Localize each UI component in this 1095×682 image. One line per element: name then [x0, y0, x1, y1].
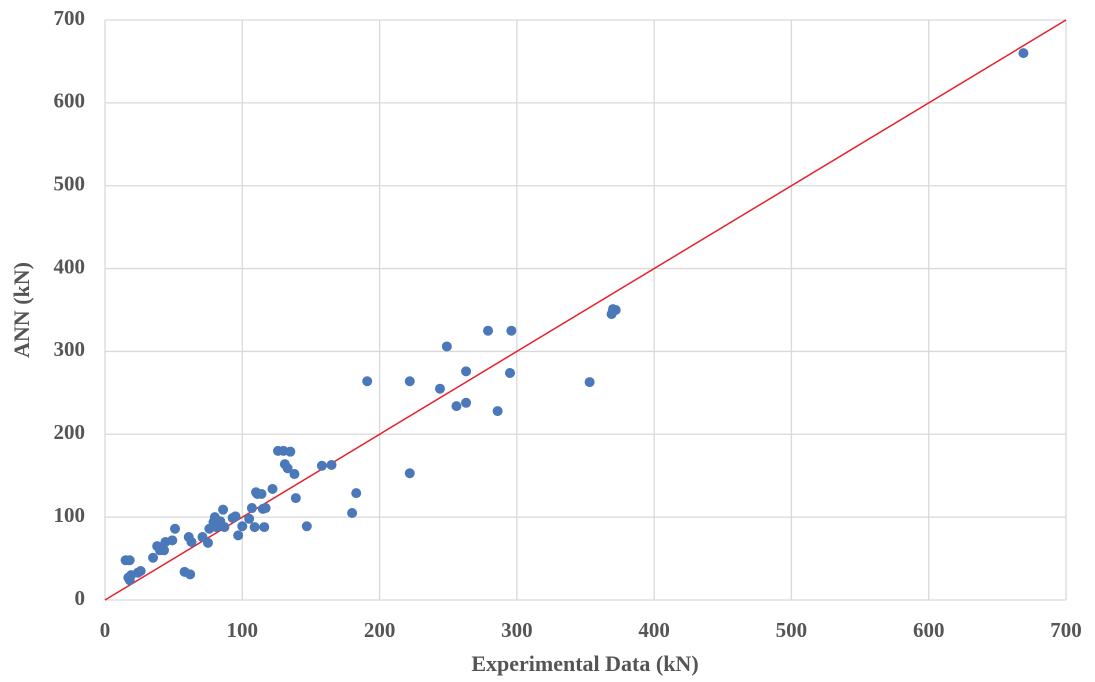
x-tick-label: 400: [638, 618, 670, 642]
point: [256, 488, 267, 499]
point: [202, 537, 213, 548]
point: [230, 511, 241, 522]
point: [404, 376, 415, 387]
point: [148, 552, 159, 563]
point: [347, 508, 358, 518]
point: [290, 493, 301, 504]
point: [461, 366, 472, 377]
x-tick-label: 300: [501, 618, 533, 642]
y-tick-label: 700: [54, 6, 86, 30]
point: [237, 521, 248, 532]
point: [492, 406, 503, 417]
point: [351, 488, 362, 499]
point: [159, 545, 170, 556]
point: [289, 469, 300, 480]
point: [504, 367, 515, 378]
point: [260, 503, 271, 514]
x-tick-label: 500: [776, 618, 808, 642]
point: [135, 566, 146, 576]
x-axis-title: Experimental Data (kN): [471, 651, 698, 676]
x-tick-label: 600: [913, 618, 945, 642]
point: [233, 530, 244, 541]
point: [259, 522, 270, 533]
point: [246, 503, 257, 514]
point: [167, 535, 178, 546]
point: [441, 341, 452, 352]
point: [1018, 48, 1029, 59]
point: [584, 377, 595, 388]
point: [124, 575, 135, 586]
point: [362, 376, 373, 387]
point: [461, 397, 472, 408]
point: [451, 401, 462, 412]
y-tick-label: 200: [54, 420, 86, 444]
point: [267, 483, 278, 494]
x-tick-label: 0: [100, 618, 111, 642]
point: [170, 523, 181, 534]
point: [249, 522, 260, 533]
point: [282, 463, 293, 474]
y-tick-label: 600: [54, 89, 86, 113]
point: [219, 522, 230, 533]
x-tick-label: 700: [1050, 618, 1082, 642]
point: [124, 555, 135, 566]
point: [434, 383, 445, 394]
point: [185, 569, 196, 580]
y-tick-label: 0: [75, 586, 86, 610]
y-tick-label: 100: [54, 503, 86, 527]
point: [404, 468, 415, 479]
y-tick-label: 300: [54, 337, 86, 361]
y-tick-label: 500: [54, 172, 86, 196]
point: [301, 521, 312, 532]
x-tick-label: 200: [364, 618, 396, 642]
point: [326, 459, 337, 470]
reference-line: [104, 19, 1067, 601]
point: [483, 325, 494, 336]
point: [506, 325, 517, 336]
x-tick-label: 100: [227, 618, 259, 642]
y-tick-label: 400: [54, 254, 86, 278]
y-axis-title: ANN (kN): [9, 262, 34, 358]
point: [285, 446, 296, 457]
point: [610, 305, 621, 315]
point: [218, 504, 229, 515]
point: [186, 537, 197, 547]
point: [244, 513, 255, 524]
point: [316, 460, 327, 471]
